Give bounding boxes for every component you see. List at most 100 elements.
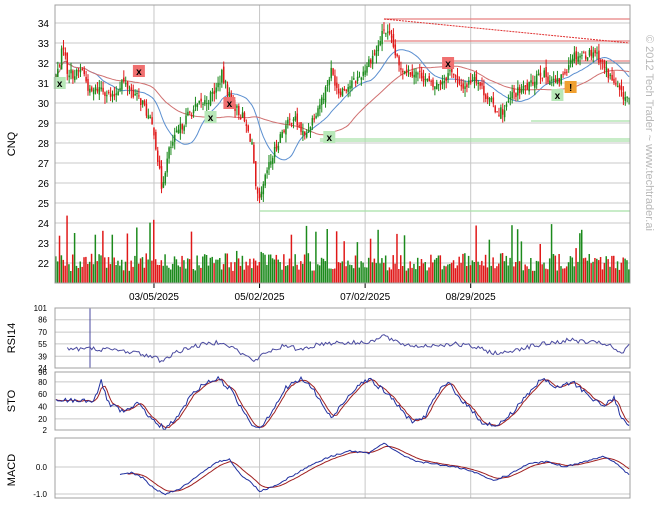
candle-body — [515, 93, 517, 97]
volume-bar — [522, 270, 525, 283]
candle-body — [239, 118, 242, 119]
candle-body — [183, 126, 185, 131]
volume-bar — [567, 262, 570, 283]
moving-average-short — [55, 49, 630, 161]
volume-bar — [345, 266, 347, 283]
rsi-tick-label: 70 — [38, 328, 47, 337]
volume-bar — [115, 265, 117, 283]
candle-body — [339, 91, 342, 95]
candle-body — [290, 122, 293, 125]
rsi-tick-label: 39 — [38, 352, 47, 361]
candle-body — [616, 86, 619, 88]
volume-bar — [179, 266, 181, 283]
candle-body — [624, 97, 627, 101]
volume-bar — [143, 267, 146, 283]
candle-body — [547, 76, 549, 83]
candle-body — [115, 93, 118, 95]
volume-bar — [403, 235, 406, 283]
candle-body — [315, 115, 317, 118]
candle-body — [349, 85, 351, 89]
candle-body — [149, 116, 151, 118]
volume-bar — [203, 254, 206, 283]
volume-bar — [545, 268, 547, 283]
volume-bar — [107, 257, 110, 283]
candle-body — [206, 103, 208, 105]
volume-bar — [55, 256, 57, 283]
volume-bar — [120, 259, 123, 283]
volume-bar — [64, 265, 66, 283]
candle-body — [168, 147, 170, 159]
candle-body — [70, 69, 72, 74]
candle-body — [413, 74, 415, 78]
candle-body — [398, 56, 400, 66]
candle-body — [83, 69, 85, 75]
candle-body — [326, 84, 329, 86]
candle-body — [328, 79, 331, 85]
candle-body — [162, 182, 165, 188]
candle-body — [447, 73, 449, 80]
volume-bar — [541, 264, 543, 283]
volume-bar — [264, 254, 266, 283]
candle-body — [371, 55, 374, 65]
signal-marker-alert — [564, 81, 577, 93]
moving-average-long — [55, 60, 630, 136]
macd-panel: 0.0 -1.0 MACD — [6, 438, 630, 499]
candle-body — [366, 66, 368, 73]
candle-body — [287, 119, 289, 124]
volume-bar — [88, 261, 91, 283]
candle-body — [236, 105, 238, 108]
candle-body — [394, 44, 397, 56]
volume-bar — [337, 262, 340, 283]
candle-body — [552, 78, 555, 81]
volume-bar — [441, 269, 443, 283]
volume-bar — [196, 255, 198, 283]
volume-bar — [371, 262, 374, 283]
volume-bar — [111, 234, 114, 283]
volume-bar — [339, 262, 342, 283]
volume-bar — [450, 262, 453, 283]
rsi-tick-label: 86 — [38, 316, 47, 325]
candle-body — [469, 80, 472, 83]
candle-body — [341, 88, 344, 97]
candle-body — [517, 87, 519, 96]
volume-bar — [539, 244, 541, 283]
volume-bar — [149, 222, 151, 283]
candle-body — [153, 127, 155, 136]
volume-bar — [594, 258, 596, 283]
candle-body — [356, 76, 359, 81]
volume-bar — [198, 265, 200, 283]
volume-bar — [580, 229, 583, 283]
candle-body — [358, 76, 361, 78]
candle-body — [549, 80, 551, 85]
volume-bar — [102, 230, 104, 283]
candle-body — [270, 161, 272, 165]
volume-bar — [194, 270, 196, 283]
candle-body — [443, 80, 446, 83]
signal-marker-label: x — [327, 133, 333, 144]
candle-body — [156, 150, 159, 162]
volume-bar — [452, 260, 455, 283]
stochastic-tick-label: 2 — [43, 426, 48, 435]
candle-body — [245, 124, 248, 126]
volume-bar — [531, 270, 534, 283]
candle-body — [598, 50, 600, 63]
candle-body — [628, 97, 630, 99]
volume-bar — [186, 258, 189, 283]
candle-body — [409, 72, 412, 75]
volume-bar — [597, 260, 600, 283]
candle-body — [238, 106, 240, 116]
volume-bar — [447, 264, 449, 283]
candle-body — [107, 91, 110, 93]
candle-body — [353, 78, 355, 80]
candle-body — [256, 188, 259, 194]
volume-bar — [322, 258, 325, 283]
volume-bar — [188, 259, 191, 283]
price-tick-label: 26 — [38, 179, 50, 190]
volume-bar — [548, 258, 551, 283]
candle-body — [530, 80, 532, 83]
candle-body — [279, 134, 282, 143]
candle-body — [575, 51, 578, 60]
volume-bar — [347, 260, 349, 283]
stochastic-axis-label: STO — [6, 389, 18, 412]
